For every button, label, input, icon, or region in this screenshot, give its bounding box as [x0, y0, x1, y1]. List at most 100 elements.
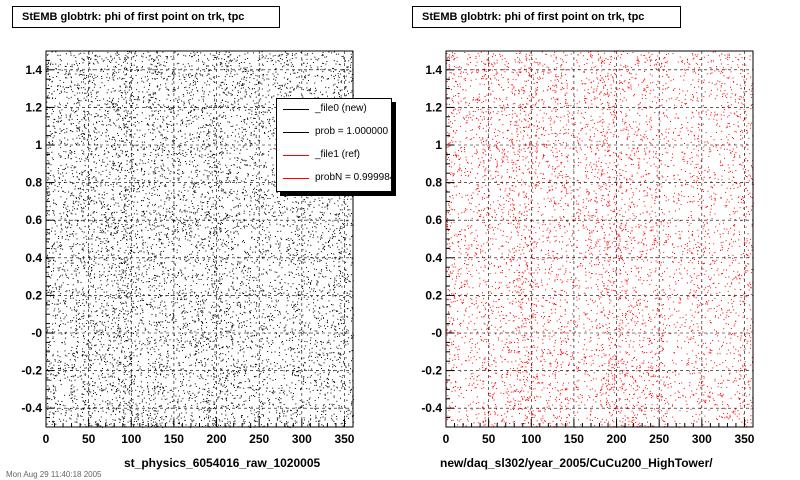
data-point — [82, 348, 83, 350]
data-point — [49, 141, 50, 143]
data-point — [168, 270, 170, 272]
data-point — [223, 258, 225, 259]
data-point — [182, 361, 184, 363]
data-point — [152, 96, 154, 98]
data-point — [101, 337, 102, 339]
data-point — [220, 102, 222, 104]
data-point — [190, 235, 192, 237]
data-point — [51, 151, 53, 153]
data-point — [149, 99, 151, 101]
data-point — [141, 55, 142, 57]
data-point — [246, 123, 248, 125]
data-point — [130, 280, 132, 282]
data-point — [83, 304, 85, 306]
data-point — [204, 54, 206, 56]
data-point — [244, 374, 246, 376]
data-point — [47, 95, 49, 97]
data-point — [171, 146, 173, 148]
data-point — [262, 381, 264, 383]
data-point — [71, 250, 73, 252]
data-point — [81, 195, 83, 197]
data-point — [99, 55, 101, 57]
data-point — [340, 354, 342, 355]
data-point — [129, 406, 131, 408]
data-point — [285, 239, 287, 241]
data-point — [104, 194, 105, 196]
data-point — [164, 340, 166, 342]
data-point — [174, 275, 176, 277]
data-point — [230, 93, 232, 95]
data-point — [116, 211, 118, 213]
data-point — [271, 340, 273, 342]
data-point — [69, 223, 71, 225]
data-point — [328, 339, 330, 341]
data-point — [184, 392, 185, 394]
data-point — [109, 97, 111, 99]
data-point — [239, 292, 241, 294]
data-point — [294, 412, 296, 414]
data-point — [250, 133, 252, 135]
data-point — [108, 101, 110, 102]
data-point — [288, 253, 290, 255]
data-point — [267, 90, 269, 92]
data-point — [105, 169, 107, 171]
data-point — [194, 106, 196, 108]
data-point — [252, 355, 254, 357]
data-point — [131, 342, 133, 344]
data-point — [191, 316, 193, 318]
data-point — [308, 231, 310, 233]
data-point — [242, 423, 244, 425]
data-point — [179, 328, 181, 330]
data-point — [243, 76, 245, 78]
data-point — [78, 100, 79, 102]
data-point — [164, 176, 165, 178]
data-point — [185, 334, 186, 336]
data-point — [334, 277, 336, 279]
data-point — [349, 209, 351, 211]
data-point — [151, 124, 153, 126]
data-point — [224, 243, 225, 245]
data-point — [202, 378, 204, 380]
data-point — [226, 374, 228, 376]
data-point — [234, 366, 236, 368]
data-point — [124, 261, 126, 263]
data-point — [307, 334, 308, 336]
data-point — [112, 382, 114, 384]
data-point — [84, 134, 86, 135]
data-point — [185, 355, 187, 357]
data-point — [121, 95, 122, 96]
data-point — [116, 337, 117, 339]
data-point — [146, 91, 148, 93]
data-point — [93, 203, 95, 205]
data-point — [266, 376, 268, 378]
data-point — [157, 74, 159, 75]
data-point — [283, 62, 285, 64]
data-point — [51, 133, 53, 134]
data-point — [321, 382, 323, 384]
data-point — [158, 212, 160, 214]
data-point — [113, 350, 115, 352]
data-point — [139, 295, 141, 297]
data-point — [130, 258, 131, 260]
data-point — [114, 233, 116, 235]
data-point — [54, 203, 56, 205]
data-point — [49, 64, 51, 66]
data-point — [71, 367, 73, 369]
data-point — [136, 164, 138, 166]
data-point — [138, 395, 140, 397]
data-point — [255, 96, 257, 98]
data-point — [256, 121, 258, 123]
data-point — [91, 154, 93, 156]
data-point — [125, 87, 127, 89]
data-point — [256, 364, 258, 366]
data-point — [186, 325, 188, 327]
data-point — [262, 64, 264, 66]
data-point — [105, 364, 107, 366]
data-point — [312, 236, 314, 238]
data-point — [60, 293, 62, 295]
data-point — [72, 131, 74, 133]
data-point — [148, 192, 150, 194]
data-point — [94, 311, 96, 313]
data-point — [203, 341, 205, 342]
data-point — [249, 400, 250, 401]
